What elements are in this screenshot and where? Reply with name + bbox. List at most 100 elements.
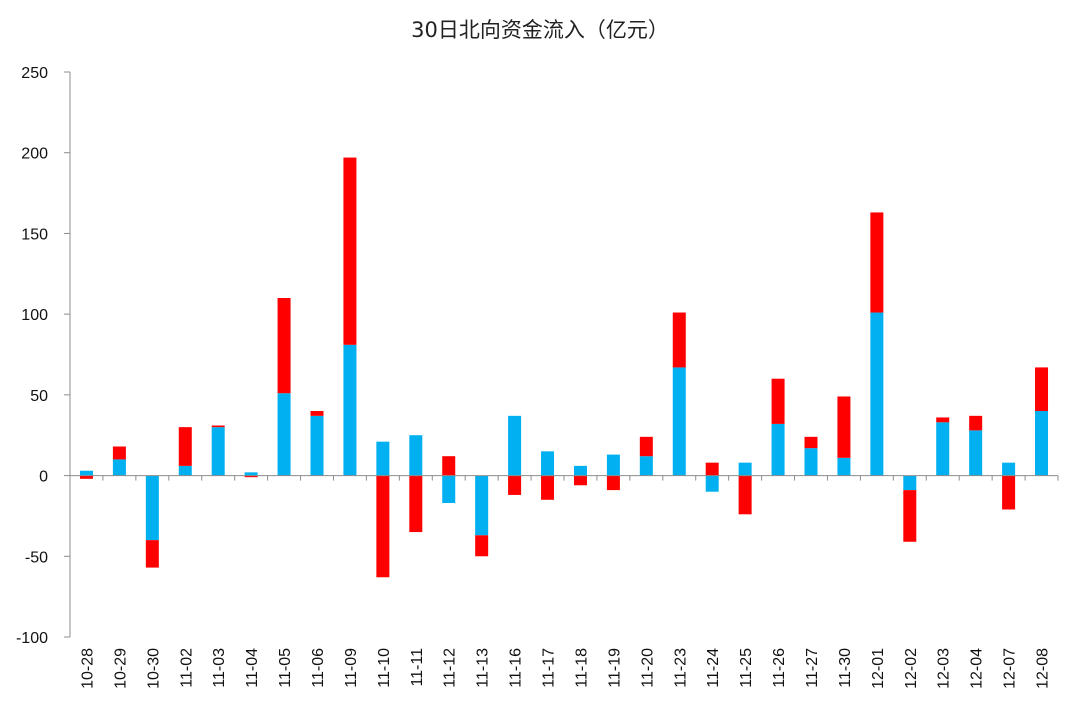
bar-11-04-series-2 (244, 475, 258, 478)
bar-12-01-series-1 (870, 312, 884, 476)
y-tick-label-100: 100 (21, 307, 48, 324)
bar-12-02-series-1 (903, 475, 917, 491)
y-tick-label-150: 150 (21, 226, 48, 243)
bar-12-02-series-2 (903, 490, 917, 542)
bar-12-03-series-2 (936, 417, 950, 423)
x-tick-label-11-16: 11-16 (508, 648, 525, 688)
x-tick-label-11-18: 11-18 (573, 648, 590, 688)
chart-title: 30日北向资金流入（亿元） (411, 18, 669, 42)
bar-11-04-series-1 (244, 472, 258, 476)
bar-12-08-series-2 (1035, 367, 1049, 411)
x-tick-label-12-08: 12-08 (1035, 648, 1052, 689)
bar-11-24-series-2 (705, 462, 719, 476)
x-tick-label-11-17: 11-17 (541, 648, 558, 688)
x-tick-label-11-11: 11-11 (409, 648, 426, 687)
bar-11-30-series-2 (837, 396, 851, 458)
bar-12-04-series-2 (969, 415, 983, 431)
bar-11-25-series-1 (738, 462, 752, 476)
x-tick-label-12-04: 12-04 (969, 648, 986, 689)
y-tick-label-250: 250 (21, 65, 48, 82)
bar-11-13-series-2 (475, 535, 489, 557)
bar-11-09-series-1 (343, 344, 357, 476)
bar-11-24-series-1 (705, 475, 719, 492)
x-tick-label-10-30: 10-30 (145, 648, 162, 689)
x-tick-label-11-05: 11-05 (277, 648, 294, 688)
y-tick-label-200: 200 (21, 146, 48, 163)
bar-11-18-series-1 (573, 465, 587, 476)
x-tick-label-11-27: 11-27 (804, 648, 821, 688)
bar-11-03-series-2 (211, 425, 225, 428)
bar-11-12-series-2 (442, 456, 456, 476)
x-tick-label-12-02: 12-02 (903, 648, 920, 689)
x-tick-label-11-23: 11-23 (672, 648, 689, 688)
x-tick-label-11-13: 11-13 (475, 648, 492, 688)
x-tick-label-11-03: 11-03 (211, 648, 228, 688)
bar-11-27-series-2 (804, 436, 818, 449)
bar-11-23-series-2 (672, 312, 686, 368)
bar-11-05-series-2 (277, 298, 291, 394)
bar-10-28-series-2 (79, 475, 93, 479)
bar-11-19-series-1 (606, 454, 620, 476)
x-tick-label-10-29: 10-29 (112, 648, 129, 689)
bar-11-12-series-1 (442, 475, 456, 504)
x-tick-label-11-19: 11-19 (606, 648, 623, 688)
x-tick-label-11-30: 11-30 (837, 648, 854, 688)
bar-11-25-series-2 (738, 475, 752, 515)
bar-11-16-series-1 (508, 415, 522, 476)
bar-12-03-series-1 (936, 422, 950, 476)
bar-11-17-series-2 (541, 475, 555, 500)
x-tick-label-11-26: 11-26 (771, 648, 788, 688)
x-tick-label-11-04: 11-04 (244, 648, 261, 688)
bar-11-13-series-1 (475, 475, 489, 536)
x-tick-label-11-24: 11-24 (705, 648, 722, 688)
bar-11-11-series-1 (409, 435, 423, 476)
bar-11-26-series-1 (771, 423, 785, 476)
y-tick-label-0: 0 (39, 469, 48, 486)
y-tick-label-50: 50 (30, 388, 48, 405)
y-tick-label--100: -100 (16, 630, 48, 647)
x-tick-label-11-12: 11-12 (442, 648, 459, 688)
x-tick-label-12-07: 12-07 (1002, 648, 1019, 689)
x-tick-label-12-03: 12-03 (936, 648, 953, 689)
x-tick-label-12-01: 12-01 (870, 648, 887, 689)
bar-11-06-series-2 (310, 411, 324, 416)
bar-11-09-series-2 (343, 157, 357, 345)
y-tick-labels: -100 -50 0 50 100 150 200 250 (16, 65, 48, 647)
bar-11-20-series-2 (639, 436, 653, 457)
bar-11-18-series-2 (573, 475, 587, 486)
x-tick-label-11-20: 11-20 (639, 648, 656, 688)
bar-11-20-series-1 (639, 456, 653, 476)
bar-11-16-series-2 (508, 475, 522, 495)
x-tick-label-11-02: 11-02 (178, 648, 195, 688)
bar-11-02-series-2 (178, 427, 192, 466)
bar-11-26-series-2 (771, 378, 785, 424)
bar-10-28-series-1 (79, 470, 93, 476)
bar-11-30-series-1 (837, 457, 851, 476)
bar-11-10-series-2 (376, 475, 390, 578)
bar-11-17-series-1 (541, 451, 555, 476)
bars-group (79, 157, 1049, 578)
bar-10-30-series-2 (145, 540, 159, 568)
bar-11-11-series-2 (409, 475, 423, 533)
x-tick-labels: 10-28 10-29 10-30 11-02 11-03 11-04 11-05 11-06… (79, 648, 1051, 689)
x-tick-label-11-09: 11-09 (343, 648, 360, 688)
bar-11-23-series-1 (672, 367, 686, 476)
axes-group (64, 71, 1059, 638)
bar-12-07-series-1 (1002, 462, 1016, 476)
x-tick-label-11-06: 11-06 (310, 648, 327, 688)
x-tick-label-11-25: 11-25 (738, 648, 755, 688)
bar-11-27-series-1 (804, 448, 818, 476)
bar-10-30-series-1 (145, 475, 159, 541)
bar-11-05-series-1 (277, 393, 291, 476)
bar-11-02-series-1 (178, 465, 192, 476)
bar-11-10-series-1 (376, 441, 390, 476)
bar-11-03-series-1 (211, 427, 225, 476)
bar-12-04-series-1 (969, 430, 983, 476)
bar-10-29-series-1 (112, 459, 126, 476)
bar-12-01-series-2 (870, 212, 884, 313)
x-tick-label-10-28: 10-28 (79, 648, 96, 689)
y-tick-label--50: -50 (25, 549, 48, 566)
bar-11-06-series-1 (310, 415, 324, 476)
